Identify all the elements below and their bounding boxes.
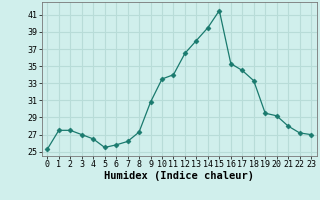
X-axis label: Humidex (Indice chaleur): Humidex (Indice chaleur)	[104, 171, 254, 181]
